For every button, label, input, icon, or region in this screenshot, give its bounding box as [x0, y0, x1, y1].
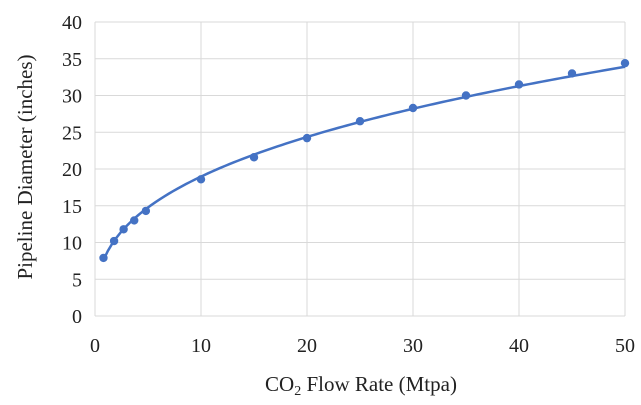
x-tick-label: 0 [90, 335, 100, 357]
y-tick-label: 15 [62, 196, 82, 218]
x-axis-label-rest: Flow Rate (Mtpa) [301, 372, 457, 396]
y-tick-label: 25 [62, 122, 82, 144]
data-point [514, 80, 524, 89]
x-tick-label: 20 [297, 335, 317, 357]
data-point [567, 69, 577, 78]
y-tick-label: 30 [62, 86, 82, 108]
trend-line [102, 65, 626, 261]
data-point [461, 91, 471, 100]
data-point [119, 225, 128, 234]
data-point [196, 175, 206, 184]
data-point [408, 103, 418, 113]
y-tick-label: 20 [62, 159, 82, 181]
tick-labels: 0 5 10 15 20 25 30 35 40 0 10 20 30 40 50 [62, 12, 635, 357]
x-tick-label: 50 [615, 335, 635, 357]
x-axis-label-subscript: 2 [294, 384, 301, 399]
y-tick-label: 40 [62, 12, 82, 34]
x-axis-label: CO2 Flow Rate (Mtpa) [265, 372, 457, 399]
x-tick-label: 40 [509, 335, 529, 357]
data-point [355, 117, 365, 126]
data-point [302, 133, 312, 143]
grid-lines [94, 21, 626, 317]
y-tick-label: 0 [72, 306, 82, 328]
y-tick-label: 35 [62, 49, 82, 71]
data-point [99, 253, 108, 263]
data-point [620, 58, 630, 68]
x-axis-label-main: CO [265, 372, 294, 396]
data-point [141, 206, 151, 216]
x-tick-label: 10 [191, 335, 211, 357]
data-point [249, 153, 259, 162]
y-tick-label: 5 [72, 269, 82, 291]
data-point [130, 216, 139, 225]
y-tick-label: 10 [62, 233, 82, 255]
y-axis-label: Pipeline Diameter (inches) [13, 54, 37, 279]
x-tick-label: 30 [403, 335, 423, 357]
data-points [99, 58, 630, 263]
data-point [109, 236, 119, 246]
